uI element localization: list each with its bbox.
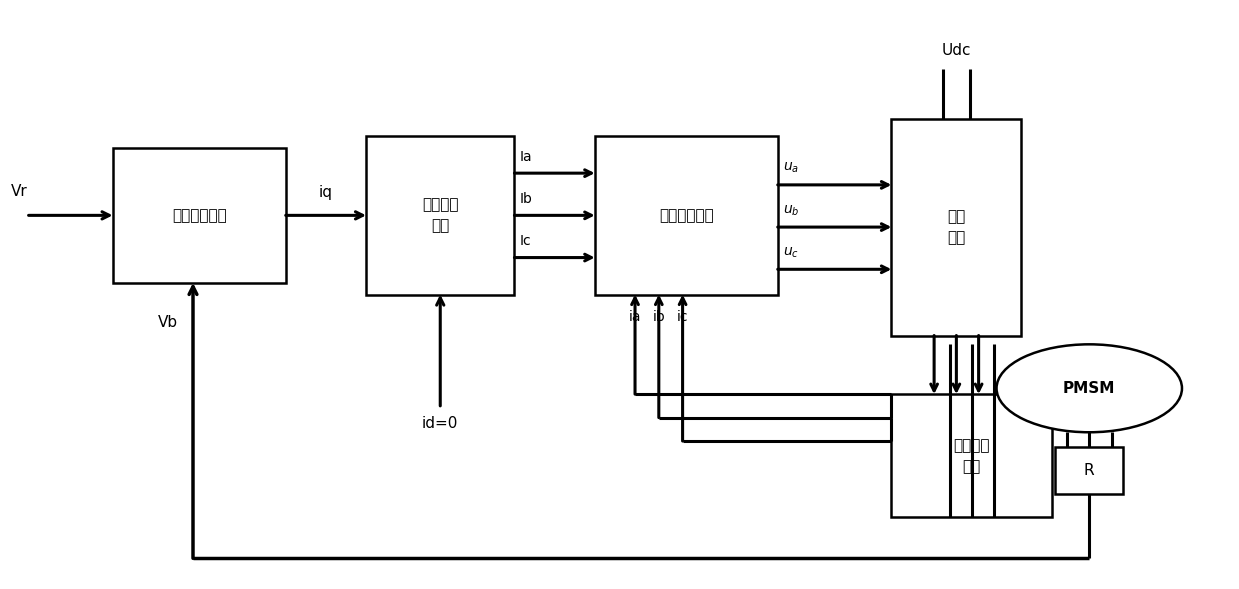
- Text: ic: ic: [676, 310, 689, 324]
- Text: id=0: id=0: [422, 416, 458, 431]
- Text: ia: ia: [628, 310, 642, 324]
- Text: Udc: Udc: [942, 43, 971, 58]
- Text: $u_b$: $u_b$: [783, 203, 799, 218]
- Text: Ib: Ib: [519, 192, 533, 206]
- Bar: [595, 136, 778, 294]
- Text: 电流控制模块: 电流控制模块: [659, 208, 714, 223]
- Text: $u_c$: $u_c$: [783, 246, 799, 260]
- Text: Vb: Vb: [159, 315, 178, 330]
- Text: Vr: Vr: [11, 184, 28, 199]
- Circle shape: [996, 345, 1182, 432]
- Text: Ia: Ia: [519, 150, 532, 164]
- Text: $u_a$: $u_a$: [783, 161, 799, 176]
- Text: iq: iq: [318, 185, 333, 200]
- Text: 速度控制模块: 速度控制模块: [172, 208, 227, 223]
- Text: ib: ib: [653, 310, 665, 324]
- Bar: [113, 148, 286, 283]
- Bar: [892, 118, 1021, 336]
- Text: Ic: Ic: [519, 234, 532, 248]
- Text: R: R: [1083, 463, 1094, 478]
- Bar: [892, 394, 1052, 517]
- Text: 逆变
模块: 逆变 模块: [948, 209, 965, 245]
- Text: 矢量变换
模块: 矢量变换 模块: [422, 197, 458, 233]
- Text: PMSM: PMSM: [1063, 381, 1115, 396]
- Text: 电流检测
模块: 电流检测 模块: [954, 438, 990, 474]
- Bar: [366, 136, 514, 294]
- Bar: [1054, 447, 1123, 494]
